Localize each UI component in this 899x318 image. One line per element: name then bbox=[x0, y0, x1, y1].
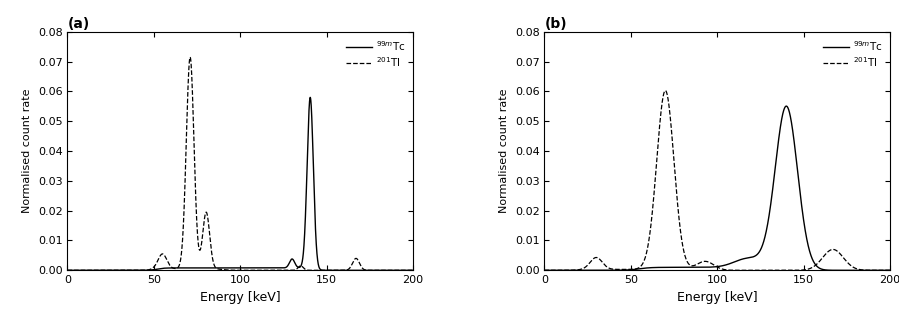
$^{201}$Tl bbox=[346, 263, 357, 267]
X-axis label: Energy [keV]: Energy [keV] bbox=[200, 291, 280, 304]
Line: $^{201}$Tl: $^{201}$Tl bbox=[545, 91, 890, 270]
$^{201}$Tl bbox=[320, 268, 331, 272]
Legend: $^{99m}$Tc, $^{201}$Tl: $^{99m}$Tc, $^{201}$Tl bbox=[821, 37, 885, 71]
$^{99m}$Tc bbox=[287, 257, 298, 261]
$^{99m}$Tc bbox=[539, 268, 550, 272]
Line: $^{99m}$Tc: $^{99m}$Tc bbox=[545, 106, 890, 270]
$^{99m}$Tc bbox=[270, 266, 280, 270]
$^{99m}$Tc bbox=[797, 209, 807, 213]
$^{201}$Tl bbox=[62, 268, 73, 272]
Y-axis label: Normalised count rate: Normalised count rate bbox=[499, 89, 509, 213]
$^{201}$Tl bbox=[270, 268, 280, 272]
X-axis label: Energy [keV]: Energy [keV] bbox=[677, 291, 758, 304]
$^{201}$Tl bbox=[764, 268, 775, 272]
$^{201}$Tl bbox=[797, 268, 808, 272]
$^{201}$Tl bbox=[823, 249, 834, 253]
$^{99m}$Tc bbox=[194, 266, 205, 270]
$^{99m}$Tc bbox=[305, 95, 316, 99]
$^{99m}$Tc bbox=[62, 268, 73, 272]
$^{201}$Tl bbox=[763, 268, 774, 272]
$^{99m}$Tc bbox=[764, 213, 775, 217]
Line: $^{99m}$Tc: $^{99m}$Tc bbox=[67, 97, 413, 270]
$^{201}$Tl bbox=[885, 268, 895, 272]
$^{99m}$Tc bbox=[125, 268, 136, 272]
$^{201}$Tl bbox=[185, 55, 196, 59]
$^{201}$Tl bbox=[660, 89, 671, 93]
$^{201}$Tl bbox=[407, 268, 418, 272]
$^{201}$Tl bbox=[539, 268, 550, 272]
$^{201}$Tl bbox=[125, 268, 136, 272]
$^{201}$Tl bbox=[287, 268, 298, 272]
$^{99m}$Tc bbox=[823, 268, 834, 272]
$^{99m}$Tc bbox=[746, 255, 757, 259]
$^{99m}$Tc bbox=[601, 268, 612, 272]
Text: (b): (b) bbox=[545, 17, 567, 31]
$^{99m}$Tc bbox=[320, 268, 331, 272]
Line: $^{201}$Tl: $^{201}$Tl bbox=[67, 57, 413, 270]
Legend: $^{99m}$Tc, $^{201}$Tl: $^{99m}$Tc, $^{201}$Tl bbox=[344, 37, 408, 71]
$^{99m}$Tc bbox=[671, 266, 681, 269]
Y-axis label: Normalised count rate: Normalised count rate bbox=[22, 89, 32, 213]
Text: (a): (a) bbox=[67, 17, 90, 31]
$^{201}$Tl bbox=[746, 268, 757, 272]
$^{201}$Tl bbox=[194, 248, 205, 252]
$^{99m}$Tc bbox=[885, 268, 895, 272]
$^{99m}$Tc bbox=[346, 268, 357, 272]
$^{201}$Tl bbox=[601, 265, 612, 269]
$^{99m}$Tc bbox=[781, 104, 792, 108]
$^{201}$Tl bbox=[672, 190, 682, 194]
$^{99m}$Tc bbox=[407, 268, 418, 272]
